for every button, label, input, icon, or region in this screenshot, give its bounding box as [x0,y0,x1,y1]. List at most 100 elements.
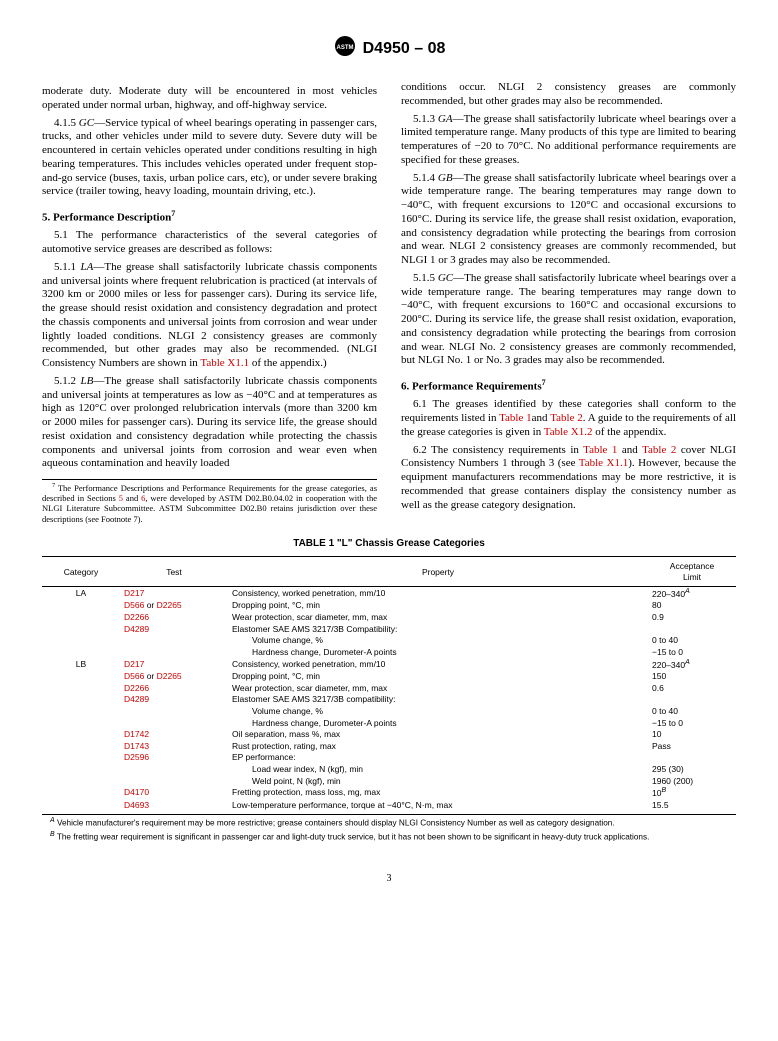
link-test-method[interactable]: D2266 [124,612,149,622]
link-table-1[interactable]: Table 1 [499,412,532,424]
cell-test [120,775,228,787]
link-test-method[interactable]: D2266 [124,683,149,693]
astm-logo-icon: ASTM [333,35,357,63]
cell-category [42,787,120,799]
link-table-x11[interactable]: Table X1.1 [200,357,249,369]
link-test-method[interactable]: D217 [124,588,144,598]
table-row: D566 or D2265Dropping point, °C, min150 [42,671,736,683]
footnote-7: 7 The Performance Descriptions and Perfo… [42,479,377,524]
link-test-method[interactable]: D566 [124,671,144,681]
link-test-method[interactable]: D4170 [124,787,149,797]
cell-test: D217 [120,587,228,600]
para-5-1-4: 5.1.4 GB—The grease shall satisfactorily… [401,172,736,268]
table-row: D566 or D2265Dropping point, °C, min80 [42,600,736,612]
table-header-row: Category Test Property Acceptance Limit [42,557,736,587]
cell-property: Rust protection, rating, max [228,740,648,752]
cell-acceptance: 10 [648,729,736,741]
cell-category [42,671,120,683]
cell-category [42,623,120,635]
cell-property: Hardness change, Durometer-A points [228,646,648,658]
cell-acceptance: 0 to 40 [648,705,736,717]
link-test-method[interactable]: D1742 [124,729,149,739]
cell-acceptance: 150 [648,671,736,683]
para-5-1-2: 5.1.2 LB—The grease shall satisfactorily… [42,375,377,471]
cell-acceptance: 0.6 [648,682,736,694]
cell-property: Consistency, worked penetration, mm/10 [228,587,648,600]
table-row: LBD217Consistency, worked penetration, m… [42,658,736,670]
cell-test: D2266 [120,682,228,694]
cell-acceptance: 295 (30) [648,764,736,776]
link-test-method[interactable]: D217 [124,659,144,669]
para-4-1-5: 4.1.5 GC—Service typical of wheel bearin… [42,117,377,200]
cell-acceptance: 80 [648,600,736,612]
link-test-method[interactable]: D566 [124,600,144,610]
th-acceptance: Acceptance Limit [648,557,736,587]
cell-test: D1743 [120,740,228,752]
table-row: Hardness change, Durometer-A points−15 t… [42,717,736,729]
link-table-2b[interactable]: Table 2 [642,444,676,456]
cell-property: Dropping point, °C, min [228,671,648,683]
cell-test [120,646,228,658]
page-number: 3 [42,873,736,886]
link-test-method[interactable]: D2596 [124,752,149,762]
cell-test: D2596 [120,752,228,764]
para-continuation: moderate duty. Moderate duty will be enc… [42,85,377,113]
cell-acceptance: 0.9 [648,612,736,624]
cell-property: Hardness change, Durometer-A points [228,717,648,729]
cell-category [42,752,120,764]
heading-5: 5. Performance Description7 [42,209,377,225]
cell-acceptance [648,694,736,706]
cell-acceptance: −15 to 0 [648,717,736,729]
cell-category [42,635,120,647]
doc-header: ASTM D4950 – 08 [42,35,736,63]
link-test-method[interactable]: D4693 [124,800,149,810]
cell-acceptance: 220–340A [648,658,736,670]
link-test-method[interactable]: D2265 [157,671,182,681]
cell-property: Load wear index, N (kgf), min [228,764,648,776]
table-row: D4289Elastomer SAE AMS 3217/3B Compatibi… [42,623,736,635]
body-columns: moderate duty. Moderate duty will be enc… [42,81,736,524]
cell-acceptance [648,752,736,764]
para-5-1-3: 5.1.3 GA—The grease shall satisfactorily… [401,113,736,168]
link-test-method[interactable]: D2265 [157,600,182,610]
para-6-1: 6.1 The greases identified by these cate… [401,398,736,439]
table-row: D4693Low-temperature performance, torque… [42,799,736,811]
table-row: D2266Wear protection, scar diameter, mm,… [42,612,736,624]
table-row: Hardness change, Durometer-A points−15 t… [42,646,736,658]
link-test-method[interactable]: D4289 [124,694,149,704]
table-footnote-b: B The fretting wear requirement is signi… [42,831,736,843]
cell-category [42,600,120,612]
table-row: LAD217Consistency, worked penetration, m… [42,587,736,600]
link-table-1b[interactable]: Table 1 [583,444,617,456]
cell-test: D566 or D2265 [120,671,228,683]
link-test-method[interactable]: D4289 [124,624,149,634]
link-table-2[interactable]: Table 2 [550,412,583,424]
cell-category [42,729,120,741]
cell-category [42,705,120,717]
table-row: D1742Oil separation, mass %, max10 [42,729,736,741]
cell-acceptance: 15.5 [648,799,736,811]
cell-category [42,612,120,624]
cell-property: Weld point, N (kgf), min [228,775,648,787]
cell-category [42,694,120,706]
table-row: Weld point, N (kgf), min1960 (200) [42,775,736,787]
cell-category [42,775,120,787]
cell-acceptance: 10B [648,787,736,799]
link-table-x12[interactable]: Table X1.2 [544,426,593,438]
link-table-x11b[interactable]: Table X1.1 [579,457,628,469]
cell-test [120,764,228,776]
table-row: Volume change, %0 to 40 [42,705,736,717]
table-1: Category Test Property Acceptance Limit … [42,556,736,812]
cell-test: D217 [120,658,228,670]
link-test-method[interactable]: D1743 [124,741,149,751]
para-5-1-5: 5.1.5 GC—The grease shall satisfactorily… [401,272,736,368]
cell-acceptance: 0 to 40 [648,635,736,647]
cell-category: LB [42,658,120,670]
table-row: D1743Rust protection, rating, maxPass [42,740,736,752]
cell-acceptance [648,623,736,635]
cell-test [120,705,228,717]
cell-test: D4289 [120,694,228,706]
cell-test [120,635,228,647]
para-6-2: 6.2 The consistency requirements in Tabl… [401,444,736,513]
th-property: Property [228,557,648,587]
